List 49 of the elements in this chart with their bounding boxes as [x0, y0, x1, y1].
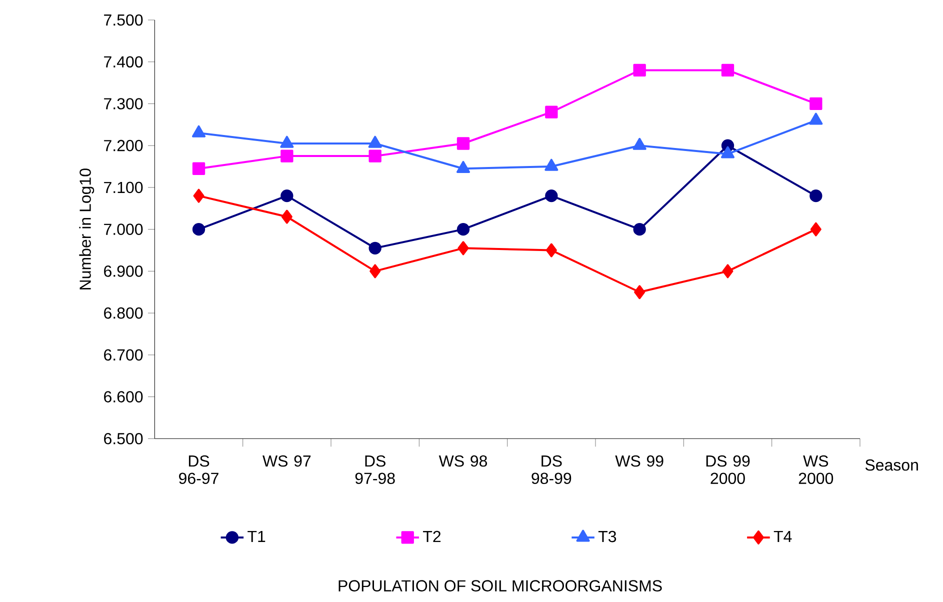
- x-axis-title: Season: [865, 459, 918, 471]
- legend-label: T3: [598, 530, 616, 542]
- point: [370, 264, 381, 278]
- point: [456, 222, 470, 236]
- point: [458, 241, 469, 256]
- point: [192, 222, 206, 236]
- y-tick-label: 6.900: [104, 266, 143, 277]
- x-tick-label: DS 99 2000: [706, 455, 750, 484]
- y-tick-label: 7.100: [104, 182, 143, 194]
- point: [193, 188, 204, 203]
- point: [280, 189, 294, 202]
- point: [810, 189, 822, 202]
- legend-label: T1: [248, 530, 266, 542]
- point: [721, 64, 734, 77]
- text: POPULATION OF SOIL MICROORGANISMS: [338, 580, 662, 592]
- x-tick-label: DS 97-98: [355, 455, 395, 484]
- point: [722, 264, 734, 278]
- point: [633, 222, 646, 236]
- point: [633, 64, 646, 77]
- y-tick-label: 6.800: [104, 307, 143, 319]
- point: [810, 222, 822, 236]
- x-tick-label: WS 99: [615, 455, 664, 467]
- x-tick-label: DS 98-99: [532, 455, 572, 484]
- legend-label: T2: [423, 530, 441, 542]
- point: [280, 150, 294, 162]
- legend-label: T4: [774, 530, 792, 542]
- y-tick-label: 7.400: [104, 56, 143, 68]
- y-tick-label: 6.700: [104, 349, 143, 361]
- y-tick-label: 6.500: [104, 432, 143, 444]
- point: [634, 285, 646, 300]
- point: [545, 189, 558, 202]
- point: [368, 150, 382, 162]
- x-tick-label: WS 2000: [798, 455, 834, 484]
- y-tick-label: 7.000: [104, 224, 143, 235]
- point: [810, 97, 822, 110]
- point: [192, 162, 206, 175]
- y-axis-title: Number in Log10: [79, 168, 94, 290]
- y-tick-label: 7.500: [104, 14, 143, 26]
- x-tick-label: DS 96-97: [179, 455, 218, 484]
- point: [281, 210, 292, 224]
- point: [368, 242, 382, 254]
- y-tick-label: 7.300: [104, 98, 143, 110]
- x-tick-label: WS 97: [262, 455, 311, 467]
- point: [545, 106, 558, 118]
- x-tick-label: WS 98: [438, 455, 487, 467]
- y-tick-label: 6.600: [104, 391, 143, 402]
- point: [546, 243, 557, 258]
- point: [456, 137, 470, 150]
- y-tick-label: 7.200: [104, 140, 143, 152]
